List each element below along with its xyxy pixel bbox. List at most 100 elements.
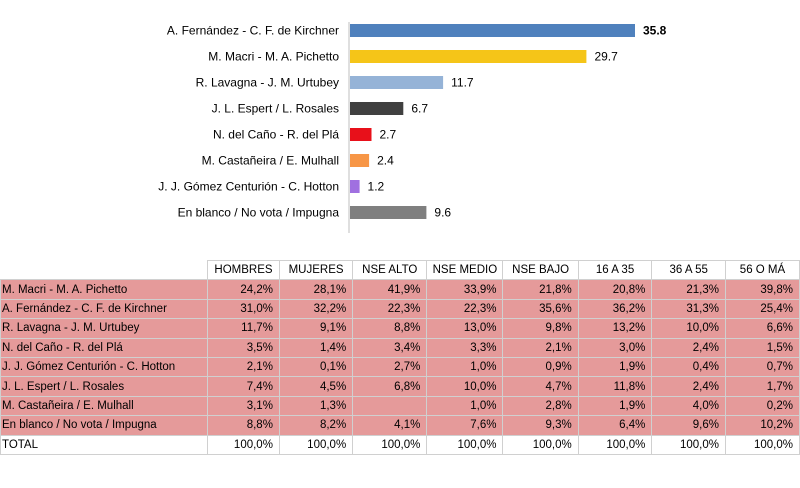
column-header: 16 A 35 <box>577 259 653 281</box>
category-label: J. J. Gómez Centurión - C. Hotton <box>158 180 339 194</box>
header-corner <box>0 260 208 280</box>
column-header: NSE BAJO <box>502 259 579 281</box>
row-label: R. Lavagna - J. M. Urtubey <box>0 318 209 339</box>
table-cell: 36,2% <box>577 298 653 320</box>
table-cell <box>352 395 428 417</box>
table-row: J. L. Espert / L. Rosales 7,4% 4,5% 6,8% 10,… <box>0 376 800 397</box>
category-label: A. Fernández - C. F. de Kirchner <box>167 24 339 38</box>
table-cell: 3,4% <box>352 337 428 358</box>
table-cell: 6,8% <box>352 376 428 397</box>
bar <box>350 102 404 115</box>
table-cell: 0,4% <box>651 356 726 378</box>
table-cell: 35,6% <box>502 298 579 320</box>
bar <box>350 154 370 167</box>
column-header: MUJERES <box>278 259 354 281</box>
table-cell: 9,8% <box>502 318 579 339</box>
row-label: J. L. Espert / L. Rosales <box>0 376 209 397</box>
total-cell: 100,0% <box>502 434 579 455</box>
bars-group: A. Fernández - C. F. de Kirchner 35.8 M. M… <box>158 24 666 220</box>
data-label: 29.7 <box>594 50 618 64</box>
table-cell: 4,0% <box>651 395 726 417</box>
table-cell: 1,9% <box>577 356 653 378</box>
category-label: R. Lavagna - J. M. Urtubey <box>196 76 339 90</box>
table-row: J. J. Gómez Centurión - C. Hotton 2,1% 0,1… <box>0 356 800 378</box>
table-cell: 3,3% <box>426 337 504 358</box>
column-header: HOMBRES <box>207 259 280 281</box>
table-cell: 6,6% <box>725 318 800 339</box>
table-cell: 28,1% <box>278 279 354 300</box>
table-cell: 0,2% <box>725 395 800 417</box>
row-label: M. Macri - M. A. Pichetto <box>0 279 209 300</box>
table-row: R. Lavagna - J. M. Urtubey 11,7% 9,1% 8,8% 1… <box>0 318 800 339</box>
table-row: N. del Caño - R. del Plá 3,5% 1,4% 3,4% 3,3%… <box>0 337 800 358</box>
table-cell: 25,4% <box>725 298 800 320</box>
table-cell: 8,8% <box>352 318 428 339</box>
total-cell: 100,0% <box>577 434 653 455</box>
table-cell: 3,1% <box>207 395 280 417</box>
table-cell: 0,1% <box>278 356 354 378</box>
column-header: NSE ALTO <box>352 259 428 281</box>
table-cell: 31,3% <box>651 298 726 320</box>
table-row: M. Macri - M. A. Pichetto 24,2% 28,1% 41,9%… <box>0 279 800 300</box>
table-cell: 2,1% <box>207 356 280 378</box>
bar <box>350 50 587 63</box>
table-cell: 8,2% <box>278 415 354 436</box>
table-body: M. Macri - M. A. Pichetto 24,2% 28,1% 41,9%… <box>0 279 800 455</box>
table-cell: 1,9% <box>577 395 653 417</box>
table-cell: 9,1% <box>278 318 354 339</box>
category-label: J. L. Espert / L. Rosales <box>212 102 339 116</box>
table-cell: 11,8% <box>577 376 653 397</box>
table-cell: 0,7% <box>725 356 800 378</box>
table-cell: 1,0% <box>426 356 504 378</box>
total-cell: 100,0% <box>278 434 354 455</box>
total-label: TOTAL <box>0 434 209 455</box>
table-cell: 21,3% <box>651 279 726 300</box>
table-cell: 13,2% <box>577 318 653 339</box>
total-cell: 100,0% <box>426 434 504 455</box>
table-cell: 20,8% <box>577 279 653 300</box>
table-cell: 1,5% <box>725 337 800 358</box>
table-cell: 1,7% <box>725 376 800 397</box>
data-label: 35.8 <box>643 24 667 38</box>
data-label: 9.6 <box>434 206 451 220</box>
table-row: M. Castañeira / E. Mulhall 3,1% 1,3% 1,0% 2,… <box>0 395 800 417</box>
bar <box>350 24 635 37</box>
bar <box>350 180 360 193</box>
category-label: M. Macri - M. A. Pichetto <box>208 50 339 64</box>
table-cell: 39,8% <box>725 279 800 300</box>
table-cell: 11,7% <box>207 318 280 339</box>
table-cell: 7,6% <box>426 415 504 436</box>
row-label: A. Fernández - C. F. de Kirchner <box>0 298 209 320</box>
table-cell: 3,0% <box>577 337 653 358</box>
table-cell: 4,7% <box>502 376 579 397</box>
table-row: En blanco / No vota / Impugna 8,8% 8,2% 4,1… <box>0 415 800 436</box>
table-cell: 1,0% <box>426 395 504 417</box>
table-cell: 22,3% <box>426 298 504 320</box>
table-header-row: HOMBRES MUJERES NSE ALTO NSE MEDIO NSE BAJO 1… <box>0 259 800 281</box>
table-cell: 33,9% <box>426 279 504 300</box>
total-cell: 100,0% <box>207 434 280 455</box>
category-label: En blanco / No vota / Impugna <box>178 206 340 220</box>
table-cell: 4,5% <box>278 376 354 397</box>
bar <box>350 206 427 219</box>
row-label: En blanco / No vota / Impugna <box>0 415 209 436</box>
total-cell: 100,0% <box>651 434 726 455</box>
total-row: TOTAL 100,0% 100,0% 100,0% 100,0% 100,0% 100,0… <box>0 434 800 455</box>
data-label: 11.7 <box>451 76 474 90</box>
table-cell: 24,2% <box>207 279 280 300</box>
category-label: N. del Caño - R. del Plá <box>213 128 339 142</box>
data-label: 1.2 <box>368 180 385 194</box>
table-cell: 8,8% <box>207 415 280 436</box>
table-cell: 10,0% <box>651 318 726 339</box>
table-cell: 31,0% <box>207 298 280 320</box>
table-cell: 9,3% <box>502 415 579 436</box>
row-label: M. Castañeira / E. Mulhall <box>0 395 209 417</box>
table-cell: 2,8% <box>502 395 579 417</box>
column-header: 56 O MÁ <box>725 259 800 281</box>
row-label: J. J. Gómez Centurión - C. Hotton <box>0 356 209 378</box>
bar <box>350 128 372 141</box>
table-cell: 6,4% <box>577 415 653 436</box>
table-row: A. Fernández - C. F. de Kirchner 31,0% 32,… <box>0 298 800 320</box>
total-cell: 100,0% <box>352 434 428 455</box>
vote-intention-bar-chart: A. Fernández - C. F. de Kirchner 35.8 M. M… <box>158 22 667 233</box>
